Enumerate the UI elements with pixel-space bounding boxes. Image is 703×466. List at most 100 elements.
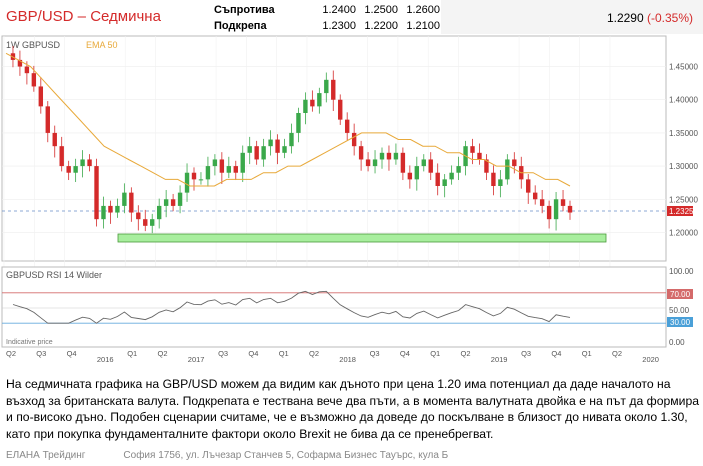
candle-body	[505, 159, 510, 180]
candle-body	[470, 146, 475, 153]
rsi-lower-tag	[667, 317, 693, 327]
candle-body	[393, 152, 399, 160]
ema-line	[5, 52, 571, 187]
time-tick: Q4	[551, 349, 561, 358]
time-tick: Q1	[430, 349, 440, 358]
price-change: (-0.35%)	[646, 11, 693, 25]
rsi-frame	[1, 266, 667, 348]
candle-body	[156, 205, 162, 220]
price-chart: 1W GBPUSD EMA 50 1.450001.400001.350001.…	[1, 35, 698, 364]
candle-body	[226, 166, 232, 173]
candle-body	[163, 199, 169, 206]
chart-header: GBP/USD – Седмична Съпротива 1.2400 1.2500…	[0, 0, 703, 34]
analysis-text: На седмичната графика на GBP/USD можем д…	[6, 377, 699, 441]
time-tick: Q4	[248, 349, 258, 358]
candle-body	[184, 172, 190, 193]
candle-body	[310, 99, 315, 107]
support-zone	[117, 233, 607, 243]
candle-body	[191, 172, 197, 180]
candle-body	[296, 113, 301, 133]
time-tick: Q1	[127, 349, 137, 358]
candle-body	[358, 146, 364, 160]
candle-body	[498, 179, 503, 186]
time-tick: Q2	[309, 349, 319, 358]
time-tick: Q4	[67, 349, 77, 358]
time-tick: 2019	[491, 355, 508, 364]
time-tick: Q1	[582, 349, 592, 358]
candle-body	[289, 132, 294, 147]
chart-title: GBP/USD – Седмична	[6, 8, 161, 25]
last-price: 1.2290	[606, 11, 644, 25]
candle-body	[268, 139, 273, 147]
price-tag	[667, 206, 693, 216]
support-row: Подкрепа 1.2300 1.2200 1.2100	[214, 20, 440, 32]
candle-body	[567, 205, 573, 213]
time-tick: Q2	[612, 349, 622, 358]
candle-body	[344, 119, 350, 133]
candle-body	[254, 146, 259, 160]
candle-body	[275, 139, 280, 153]
candle-body	[87, 159, 92, 167]
rsi-upper-value: 70.00	[670, 290, 691, 299]
candle-body	[94, 166, 99, 220]
candle-body	[365, 159, 371, 167]
time-tick: Q2	[461, 349, 471, 358]
candle-body	[379, 152, 385, 160]
candle-body	[539, 199, 545, 206]
candle-body	[129, 192, 134, 213]
time-tick: 2020	[642, 355, 659, 364]
ema-label: EMA 50	[86, 40, 118, 50]
support-value: 1.2200	[364, 20, 398, 32]
candle-body	[31, 73, 37, 87]
rsi-lower-value: 30.00	[670, 318, 691, 327]
time-tick: 2016	[97, 355, 114, 364]
candle-body	[491, 172, 496, 186]
candle-body	[526, 179, 531, 193]
candle-body	[143, 219, 148, 226]
candle-body	[198, 179, 204, 181]
candle-body	[484, 159, 489, 173]
time-tick: Q4	[400, 349, 410, 358]
candle-body	[512, 159, 517, 167]
rsi-tick-0: 0.00	[669, 338, 685, 347]
candle-body	[428, 159, 433, 173]
candle-body	[386, 152, 392, 160]
support-value: 1.2100	[406, 20, 440, 32]
time-tick: 2018	[339, 355, 356, 364]
price-tick: 1.20000	[669, 228, 698, 237]
candle-body	[73, 166, 78, 173]
candle-body	[108, 205, 113, 213]
candle-body	[136, 212, 141, 220]
resistance-value: 1.2400	[322, 4, 356, 16]
resistance-row: Съпротива 1.2400 1.2500 1.2600	[214, 4, 440, 16]
candle-body	[115, 205, 120, 213]
candle-body	[553, 199, 559, 220]
price-box: 1.2290 (-0.35%)	[441, 0, 703, 34]
candle-body	[560, 199, 566, 206]
candle-body	[150, 219, 155, 226]
candle-body	[233, 166, 238, 173]
price-tick: 1.40000	[669, 96, 698, 105]
candle-body	[52, 132, 57, 147]
candle-body	[456, 166, 461, 173]
time-tick: Q2	[158, 349, 168, 358]
candle-body	[17, 59, 23, 67]
candle-body	[80, 159, 85, 167]
company-address: София 1756, ул. Лъчезар Станчев 5, Софар…	[123, 450, 449, 461]
candle-body	[400, 152, 406, 173]
candle-body	[351, 132, 357, 147]
support-label: Подкрепа	[214, 20, 267, 32]
time-axis: Q2 Q3 Q4 2016 Q1 Q2 2017 Q3 Q4 Q1 Q2 2018 Q3 Q4 Q1 Q2 20…	[6, 349, 659, 364]
candle-body	[38, 86, 44, 107]
resistance-value: 1.2500	[364, 4, 398, 16]
candle-body	[477, 152, 482, 160]
candle-body	[407, 172, 413, 180]
candle-body	[338, 99, 343, 120]
candle-body	[317, 93, 322, 107]
symbol-label: GBPUSD	[22, 40, 61, 50]
candle-body	[247, 146, 252, 153]
candle-body	[212, 159, 218, 167]
candle-body	[101, 205, 106, 220]
resistance-value: 1.2600	[406, 4, 440, 16]
candlesticks	[10, 45, 573, 234]
